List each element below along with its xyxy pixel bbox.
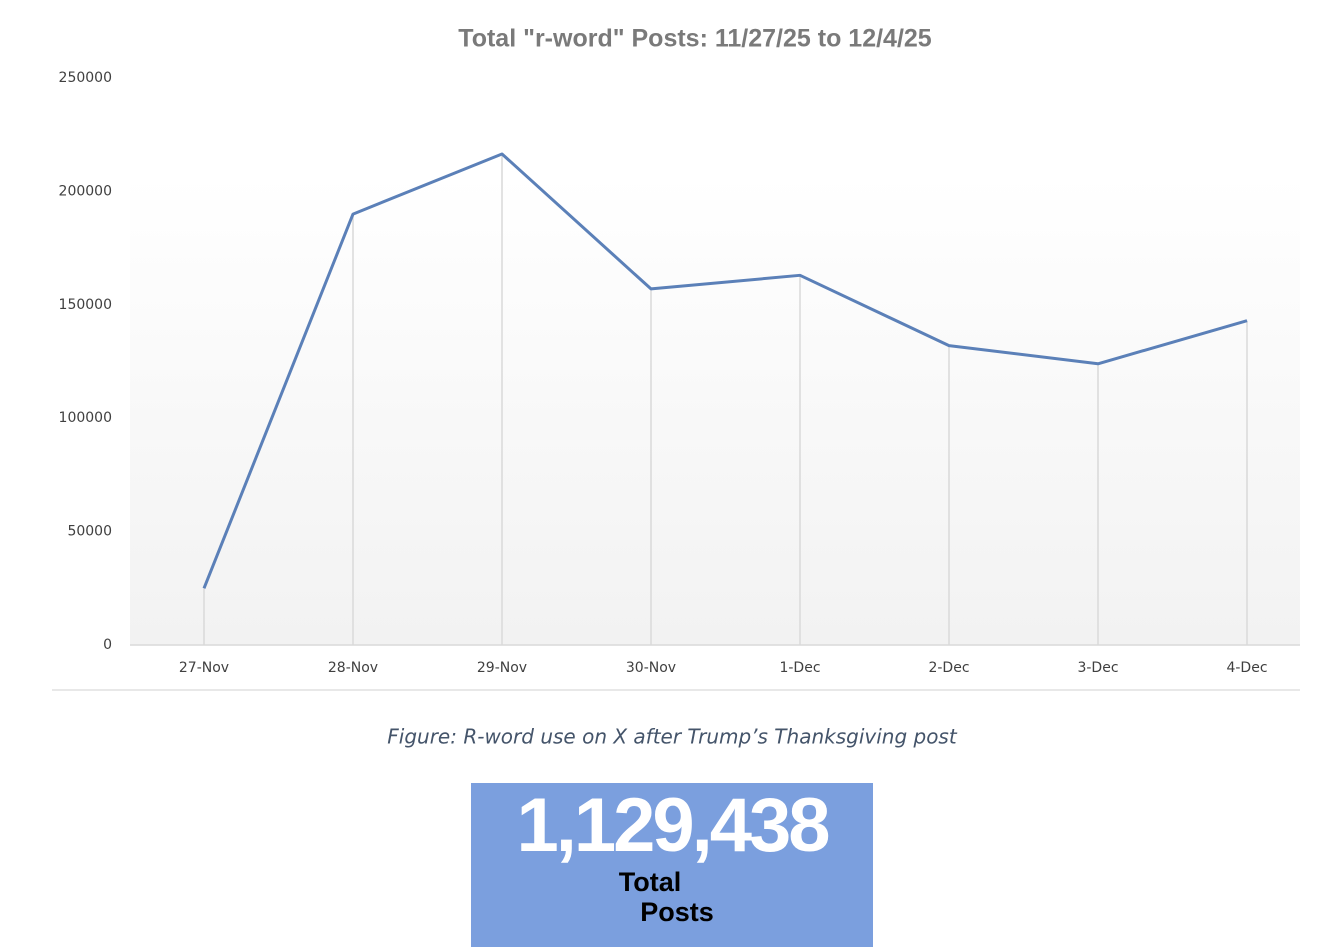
chart-title: Total "r-word" Posts: 11/27/25 to 12/4/2… [458, 25, 932, 53]
series-line [202, 152, 1248, 589]
x-tick-label: 27-Nov [179, 660, 229, 676]
x-tick-label: 3-Dec [1077, 660, 1118, 676]
x-tick-label: 30-Nov [626, 660, 676, 676]
y-tick-label: 250000 [59, 70, 112, 86]
stat-label: Total [619, 867, 682, 897]
plot-background [130, 175, 1300, 645]
stat-value: 1,129,438 [516, 783, 828, 868]
y-tick-label: 200000 [59, 183, 112, 199]
x-tick-label: 29-Nov [477, 660, 527, 676]
stat-box [471, 783, 873, 947]
y-tick-label: 100000 [59, 410, 112, 426]
x-tick-label: 2-Dec [928, 660, 969, 676]
y-tick-label: 0 [103, 637, 112, 653]
x-tick-label: 1-Dec [779, 660, 820, 676]
stat-label: Posts [640, 897, 714, 927]
x-tick-label: 4-Dec [1226, 660, 1267, 676]
y-tick-label: 150000 [59, 297, 112, 313]
x-tick-label: 28-Nov [328, 660, 378, 676]
caption: Figure: R-word use on X after Trump’s Th… [387, 725, 958, 749]
y-tick-label: 50000 [67, 524, 112, 540]
